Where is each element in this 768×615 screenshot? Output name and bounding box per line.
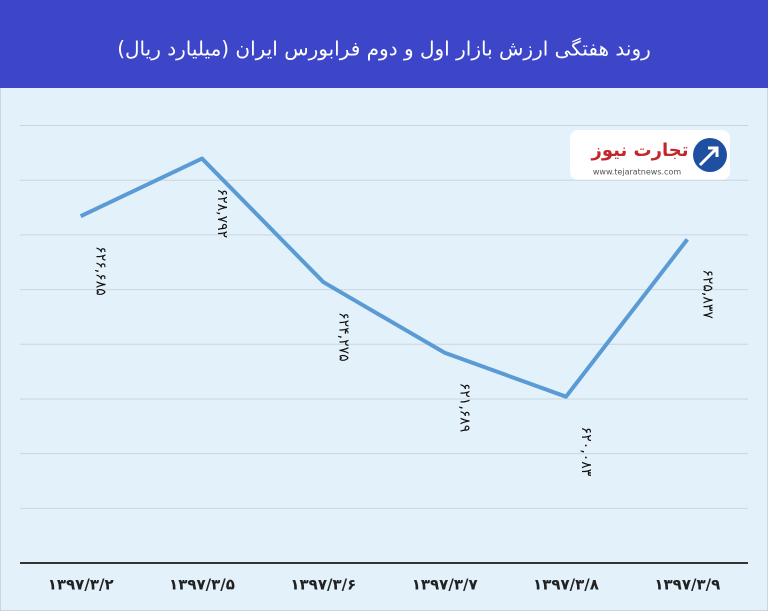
header: [0, 0, 768, 88]
data-label: ۶۲۶,۶۸۵: [93, 246, 109, 296]
data-label: ۶۲۸,۷۹۲: [214, 189, 230, 239]
x-tick-label: ۱۳۹۷/۳/۷: [412, 576, 478, 594]
logo-arrow: [698, 146, 719, 167]
data-label: ۶۲۴,۲۷۵: [335, 312, 351, 362]
data-label: ۶۲۵,۸۳۷: [699, 269, 715, 319]
data-label: ۶۲۰,۰۸۳: [578, 427, 594, 477]
x-tick-label: ۱۳۹۷/۳/۸: [533, 576, 599, 594]
data-label: ۶۲۱,۶۸۹: [457, 383, 473, 433]
logo-name: تجارت نیوز: [591, 140, 689, 161]
chart-title: روند هفتگی ارزش بازار اول و دوم فرابورس …: [117, 37, 651, 61]
logo: تجارت نیوز www.tejaratnews.com: [570, 130, 730, 180]
x-tick-label: ۱۳۹۷/۳/۵: [169, 576, 235, 594]
logo-box: [570, 130, 730, 180]
x-tick-label: ۱۳۹۷/۳/۹: [654, 576, 720, 594]
line: [79, 156, 689, 399]
x-tick-label: ۱۳۹۷/۳/۶: [290, 576, 356, 594]
logo-url: www.tejaratnews.com: [593, 168, 681, 177]
x-tick-label: ۱۳۹۷/۳/۲: [48, 576, 114, 594]
